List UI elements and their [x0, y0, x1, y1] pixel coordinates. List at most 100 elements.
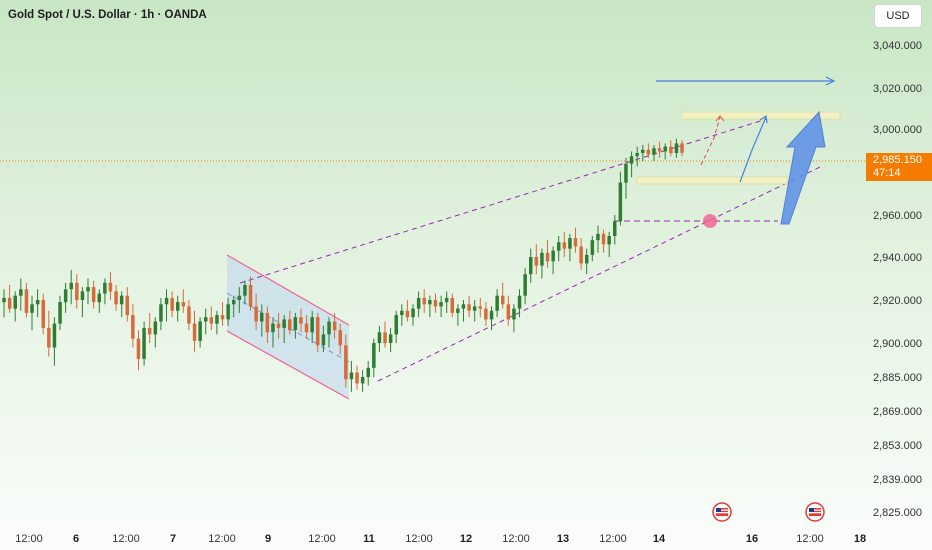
annotations-back [0, 111, 866, 400]
candle-body [433, 300, 438, 307]
projection-path-dashed-head [715, 115, 725, 122]
candle-body [119, 295, 124, 305]
y-tick-label: 2,839.000 [873, 474, 922, 486]
candle-body [24, 289, 29, 313]
candle-body [607, 236, 611, 245]
descending-channel-upper [226, 254, 350, 326]
candle-body [405, 310, 410, 318]
candle-body [69, 282, 73, 290]
x-tick-label: 13 [557, 533, 569, 545]
candle-body [288, 319, 292, 331]
chart-title: Gold Spot / U.S. Dollar · 1h · OANDA [8, 9, 207, 21]
candle-body [585, 254, 589, 264]
candle-body [153, 321, 158, 335]
candle-body [86, 287, 90, 292]
candle-body [344, 345, 348, 380]
candle-body [114, 291, 118, 305]
y-tick-label: 3,000.000 [873, 124, 922, 136]
candle-body [568, 238, 572, 249]
x-tick-label: 12:00 [796, 533, 824, 545]
candle-body [360, 377, 365, 384]
candle-body [282, 319, 286, 328]
x-tick-label: 6 [73, 533, 79, 545]
candle-body [142, 327, 146, 359]
candle-body [13, 295, 17, 309]
candle-body [80, 291, 85, 300]
candle-body [159, 304, 163, 322]
candle-body [254, 306, 258, 322]
candle-body [181, 302, 186, 307]
x-tick-label: 12:00 [502, 533, 530, 545]
candle-countdown: 47:14 [873, 167, 901, 179]
candle-body [209, 317, 214, 324]
us-flag-event-2[interactable] [805, 502, 825, 522]
candle-body [276, 323, 281, 328]
support-zone [636, 176, 788, 185]
us-flag-event-1[interactable] [712, 502, 732, 522]
candle-body [657, 148, 662, 152]
candle-body [176, 302, 180, 311]
candles [2, 138, 684, 392]
candle-body [366, 367, 370, 377]
candle-body [529, 257, 533, 275]
currency-button[interactable]: USD [874, 4, 922, 28]
candle-body [248, 284, 253, 307]
candle-body [75, 282, 79, 300]
candle-body [30, 304, 34, 313]
candle-body [220, 315, 225, 320]
candle-body [601, 233, 606, 245]
candle-body [63, 289, 68, 303]
candle-body [472, 306, 477, 311]
projection-path-solid-head [759, 114, 768, 124]
candle-body [198, 321, 202, 341]
candle-body [310, 317, 314, 333]
x-tick-label: 12:00 [208, 533, 236, 545]
x-tick-label: 11 [363, 533, 375, 545]
y-tick-label: 2,900.000 [873, 338, 922, 350]
candle-body [467, 304, 471, 311]
candle-body [394, 315, 398, 335]
candle-body [512, 308, 516, 320]
target-line-arrowhead [825, 76, 836, 86]
candle-body [52, 323, 57, 348]
y-tick-label: 2,940.000 [873, 252, 922, 264]
candle-body [388, 334, 393, 343]
candle-body [416, 297, 421, 309]
candle-body [495, 295, 499, 311]
candle-body [624, 163, 628, 183]
candle-body [540, 252, 544, 266]
candle-body [226, 304, 230, 320]
y-tick-label: 3,020.000 [873, 83, 922, 95]
candle-body [579, 246, 583, 264]
candle-body [327, 321, 331, 335]
big-target-arrow [780, 110, 826, 225]
candle-body [562, 242, 567, 249]
candle-body [400, 310, 404, 316]
candle-body [557, 242, 561, 251]
candle-body [304, 323, 309, 333]
annotations-front [656, 76, 836, 228]
breakout-circle [703, 214, 717, 228]
candle-body [316, 317, 320, 346]
candle-body [646, 149, 651, 155]
x-tick-label: 9 [265, 533, 271, 545]
candle-body [2, 297, 6, 303]
candle-body [125, 295, 129, 316]
y-tick-label: 2,853.000 [873, 440, 922, 452]
candle-body [484, 308, 488, 320]
x-tick-label: 18 [854, 533, 866, 545]
candle-body [35, 300, 40, 305]
candle-body [299, 317, 303, 324]
candle-body [136, 338, 141, 359]
candle-body [204, 317, 208, 322]
candle-body [41, 300, 45, 328]
candle-body [635, 153, 639, 157]
current-price-tag: 2,985.150 47:14 [866, 153, 932, 181]
y-tick-label: 2,885.000 [873, 372, 922, 384]
x-tick-label: 12:00 [112, 533, 140, 545]
candle-body [215, 315, 219, 324]
candle-body [613, 221, 617, 236]
candle-body [187, 306, 191, 324]
candle-body [237, 295, 242, 300]
